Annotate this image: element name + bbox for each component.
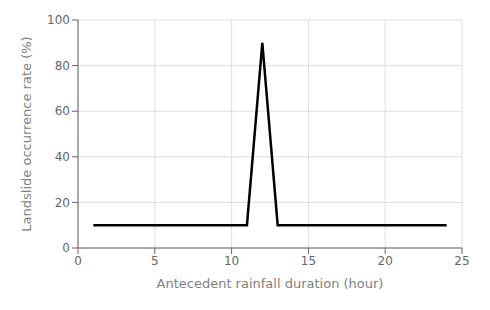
svg-text:0: 0 — [74, 254, 82, 268]
svg-text:20: 20 — [378, 254, 393, 268]
svg-text:20: 20 — [55, 196, 70, 210]
svg-text:Antecedent rainfall duration (: Antecedent rainfall duration (hour) — [157, 276, 384, 291]
svg-text:5: 5 — [151, 254, 159, 268]
svg-text:40: 40 — [55, 150, 70, 164]
svg-text:25: 25 — [454, 254, 469, 268]
svg-text:0: 0 — [62, 241, 70, 255]
svg-text:Landslide occurrence rate (%): Landslide occurrence rate (%) — [19, 36, 34, 231]
svg-text:10: 10 — [224, 254, 239, 268]
svg-text:100: 100 — [47, 13, 70, 27]
svg-text:60: 60 — [55, 104, 70, 118]
svg-text:80: 80 — [55, 59, 70, 73]
svg-text:15: 15 — [301, 254, 316, 268]
